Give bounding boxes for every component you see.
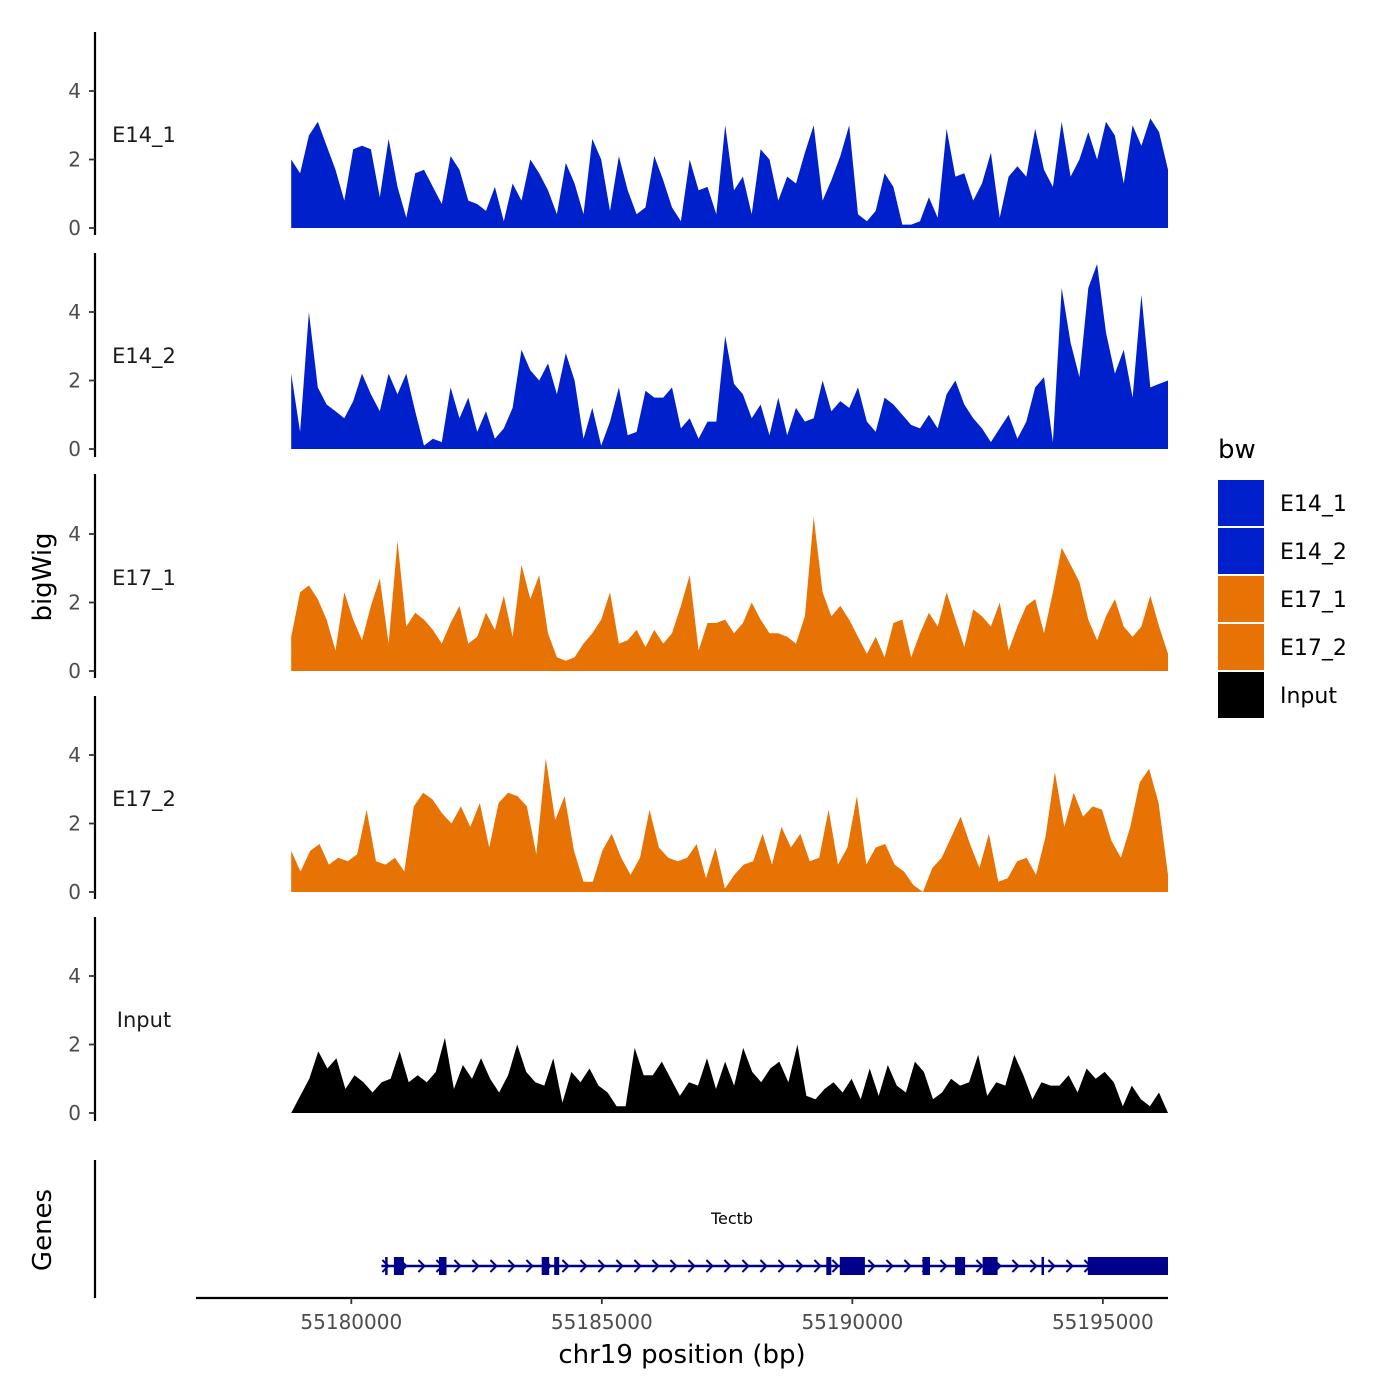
- y-tick-label: 2: [68, 148, 81, 172]
- strand-arrow: [453, 1259, 462, 1273]
- x-tick-label: 55190000: [801, 1310, 903, 1334]
- y-axis-title: bigWig: [28, 532, 58, 621]
- strand-arrow: [777, 1259, 786, 1273]
- strand-arrow: [975, 1259, 984, 1273]
- strand-arrow: [381, 1259, 390, 1273]
- x-tick-label: 55180000: [300, 1310, 402, 1334]
- track-label: E17_2: [112, 787, 176, 812]
- gene-exon: [393, 1257, 404, 1275]
- strand-arrow: [723, 1259, 732, 1273]
- gene-panel: Tectb: [93, 1160, 1168, 1298]
- track-label: Input: [117, 1008, 171, 1032]
- strand-arrow: [669, 1259, 678, 1273]
- strand-arrow: [417, 1259, 426, 1273]
- signal-area-input: [291, 1037, 1168, 1113]
- y-tick-label: 4: [68, 964, 81, 988]
- y-tick-label: 2: [68, 369, 81, 393]
- gene-exon: [826, 1257, 832, 1275]
- genes-axis-title: Genes: [28, 1189, 58, 1271]
- y-tick-label: 2: [68, 812, 81, 836]
- strand-arrow: [579, 1259, 588, 1273]
- legend-label: E14_2: [1280, 540, 1347, 565]
- gene-exon: [839, 1257, 865, 1275]
- strand-arrow: [795, 1259, 804, 1273]
- signal-area-e14-2: [291, 264, 1168, 449]
- gene-exon: [982, 1257, 998, 1275]
- strand-arrow: [525, 1259, 534, 1273]
- strand-arrow: [597, 1259, 606, 1273]
- strand-arrow: [1065, 1259, 1074, 1273]
- strand-arrow: [633, 1259, 642, 1273]
- track-input: 0 2 4 Input: [68, 917, 1168, 1125]
- strand-arrow: [1029, 1259, 1038, 1273]
- gene-exon: [955, 1257, 966, 1275]
- y-tick-label: 0: [68, 437, 81, 461]
- x-tick-label: 55195000: [1052, 1310, 1154, 1334]
- strand-arrow: [813, 1259, 822, 1273]
- strand-arrow: [489, 1259, 498, 1273]
- strand-arrow: [561, 1259, 570, 1273]
- track-label: E14_2: [112, 344, 176, 369]
- strand-arrow: [1011, 1259, 1020, 1273]
- track-e17-1: 0 2 4 E17_1: [68, 474, 1168, 683]
- x-tick-label: 55185000: [551, 1310, 653, 1334]
- signal-tracks: 0 2 4 E14_1 0 2 4 E14_2 0 2 4 E17_1 0 2 4 E17_2 0 2 4 Input: [68, 32, 1168, 1125]
- track-e14-2: 0 2 4 E14_2: [68, 253, 1168, 461]
- legend-label: Input: [1280, 684, 1337, 709]
- x-axis-title: chr19 position (bp): [558, 1340, 805, 1370]
- strand-arrow: [759, 1259, 768, 1273]
- track-label: E17_1: [112, 566, 176, 591]
- y-tick-label: 4: [68, 522, 81, 546]
- signal-area-e14-1: [291, 118, 1168, 228]
- strand-arrow: [615, 1259, 624, 1273]
- legend-swatch: [1218, 624, 1264, 670]
- y-tick-label: 0: [68, 1101, 81, 1125]
- strand-arrow: [741, 1259, 750, 1273]
- signal-area-e17-1: [291, 516, 1168, 671]
- gene-exon: [554, 1257, 560, 1275]
- strand-arrow: [705, 1259, 714, 1273]
- legend-label: E14_1: [1280, 492, 1347, 517]
- legend-swatch: [1218, 528, 1264, 574]
- x-axis: 55180000 55185000 55190000 55195000: [196, 1296, 1168, 1334]
- legend-swatch: [1218, 576, 1264, 622]
- track-label: E14_1: [112, 123, 176, 148]
- track-e14-1: 0 2 4 E14_1: [68, 32, 1168, 240]
- strand-arrow: [831, 1259, 840, 1273]
- gene-name-label: Tectb: [710, 1209, 753, 1228]
- gene-exon: [1087, 1257, 1168, 1275]
- strand-arrow: [867, 1259, 876, 1273]
- signal-area-e17-2: [291, 758, 1168, 892]
- gene-exon: [541, 1257, 550, 1275]
- strand-arrow: [885, 1259, 894, 1273]
- y-tick-label: 2: [68, 591, 81, 615]
- strand-arrow: [903, 1259, 912, 1273]
- strand-arrow: [939, 1259, 948, 1273]
- y-tick-label: 4: [68, 79, 81, 103]
- strand-arrow: [507, 1259, 516, 1273]
- gene-exon: [439, 1257, 447, 1275]
- legend-label: E17_1: [1280, 588, 1347, 613]
- y-tick-label: 4: [68, 743, 81, 767]
- gene-exon: [922, 1257, 930, 1275]
- y-tick-label: 0: [68, 880, 81, 904]
- legend-label: E17_2: [1280, 636, 1347, 661]
- y-tick-label: 0: [68, 659, 81, 683]
- y-tick-label: 0: [68, 216, 81, 240]
- y-tick-label: 2: [68, 1033, 81, 1057]
- legend-swatch: [1218, 480, 1264, 526]
- strand-arrow: [687, 1259, 696, 1273]
- legend: bw E14_1 E14_2 E17_1 E17_2 Input: [1218, 435, 1347, 718]
- strand-arrow: [651, 1259, 660, 1273]
- track-e17-2: 0 2 4 E17_2: [68, 696, 1168, 904]
- legend-swatch: [1218, 672, 1264, 718]
- strand-arrow: [1047, 1259, 1056, 1273]
- legend-title: bw: [1218, 435, 1256, 465]
- y-tick-label: 4: [68, 300, 81, 324]
- strand-arrow: [471, 1259, 480, 1273]
